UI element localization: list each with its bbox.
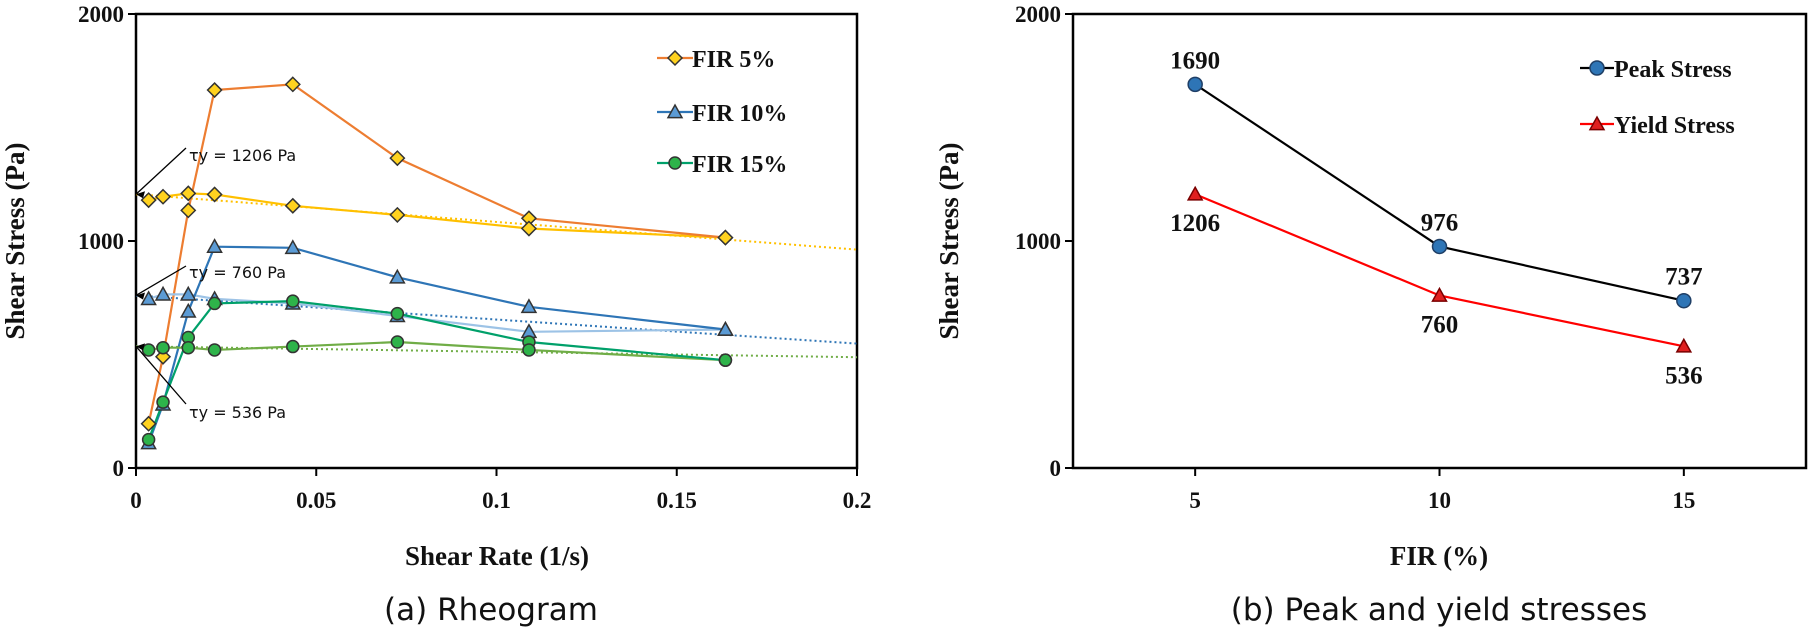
data-point (284, 76, 301, 93)
data-point (179, 285, 197, 301)
panel-caption: (b) Peak and yield stresses (1231, 592, 1648, 628)
data-point (1431, 238, 1448, 255)
data-point (520, 298, 538, 314)
data-point (718, 353, 733, 367)
data-point (286, 339, 300, 354)
data-point (522, 343, 536, 357)
data-point (179, 302, 197, 318)
annotation-arrowhead (136, 292, 145, 300)
y-axis-title: Shear Stress (Pa) (0, 143, 30, 340)
data-point (717, 229, 734, 246)
data-point (180, 202, 197, 219)
data-point (156, 395, 170, 409)
yield-stress-annotation: τy = 760 Pa (189, 263, 286, 282)
y-tick-label: 0 (1050, 456, 1062, 481)
data-point (206, 238, 223, 254)
bingham-fit-line (135, 193, 858, 251)
data-point (141, 432, 156, 447)
data-point (140, 290, 157, 306)
y-tick-label: 0 (113, 456, 125, 481)
data-point (717, 320, 734, 336)
x-tick-label: 0.1 (482, 488, 511, 513)
data-point (1431, 286, 1448, 302)
series-line (1194, 83, 1685, 302)
y-tick-label: 1000 (78, 229, 124, 254)
panel-caption: (a) Rheogram (384, 592, 598, 628)
y-tick-label: 2000 (78, 2, 124, 27)
x-axis-title: FIR (%) (1390, 541, 1488, 571)
annotation-leader (135, 345, 187, 405)
x-tick-label: 0.15 (657, 488, 697, 513)
data-point (154, 285, 172, 301)
legend-label: FIR 15% (692, 152, 787, 178)
data-point (206, 186, 223, 203)
legend-label: FIR 10% (692, 101, 787, 127)
legend-marker (668, 156, 682, 170)
annotation-leader (135, 265, 187, 297)
legend-marker (666, 49, 684, 67)
rheogram-panel: 0 1000 2000 0 0.05 0.1 0.15 0.2 τy = 1206 Pa τy… (0, 2, 871, 628)
data-label: 1690 (1170, 47, 1220, 74)
data-point (156, 340, 170, 355)
x-axis-title: Shear Rate (1/s) (405, 541, 589, 571)
data-point (206, 81, 223, 99)
data-label: 536 (1665, 362, 1703, 389)
yield-stress-annotation: τy = 1206 Pa (189, 146, 296, 165)
data-point (154, 188, 172, 205)
legend-marker (1588, 115, 1606, 131)
legend-label: Peak Stress (1614, 57, 1732, 83)
peak-yield-panel: 0 1000 2000 5 10 15 1690 976 737 1206 760 536 Pea… (934, 2, 1808, 628)
data-point (1187, 76, 1203, 93)
plot-frame (134, 12, 859, 470)
data-point (181, 340, 196, 355)
x-tick-label: 0 (130, 488, 142, 513)
data-label: 737 (1665, 264, 1703, 291)
data-point (207, 296, 222, 311)
data-point (1675, 337, 1693, 353)
y-tick-label: 2000 (1015, 2, 1061, 27)
data-point (207, 343, 222, 357)
x-tick-label: 0.05 (296, 488, 336, 513)
data-label: 1206 (1170, 210, 1220, 237)
series-line-down (148, 293, 726, 333)
y-axis-title: Shear Stress (Pa) (934, 143, 964, 340)
annotation-arrowhead (136, 343, 145, 351)
data-point (520, 220, 538, 237)
data-label: 976 (1421, 209, 1459, 236)
data-point (140, 415, 157, 432)
series-line-up (147, 83, 726, 424)
x-tick-label: 0.2 (843, 488, 872, 513)
series-line-down (148, 192, 726, 239)
data-point (389, 268, 406, 284)
data-label: 760 (1421, 311, 1459, 338)
data-point (284, 239, 302, 255)
legend-marker (666, 103, 684, 119)
x-tick-label: 5 (1189, 488, 1201, 513)
data-point (1186, 185, 1204, 201)
data-point (390, 335, 405, 349)
data-point (389, 206, 406, 223)
data-point (180, 185, 197, 202)
data-point (286, 294, 300, 308)
legend-label: Yield Stress (1614, 113, 1735, 139)
annotation-leader (135, 147, 187, 195)
data-point (284, 197, 301, 214)
data-point (1676, 292, 1692, 309)
series-line-up (147, 300, 726, 441)
data-point (390, 306, 405, 321)
data-point (140, 192, 157, 209)
legend-marker (1589, 60, 1605, 76)
legend-label: FIR 5% (692, 47, 775, 73)
data-point (389, 150, 406, 167)
annotation-arrowhead (136, 191, 145, 199)
yield-stress-annotation: τy = 536 Pa (189, 403, 286, 422)
y-tick-label: 1000 (1015, 229, 1061, 254)
data-point (141, 343, 156, 357)
x-tick-label: 15 (1672, 488, 1695, 513)
bingham-fit-line (135, 294, 858, 345)
x-tick-label: 10 (1428, 488, 1451, 513)
